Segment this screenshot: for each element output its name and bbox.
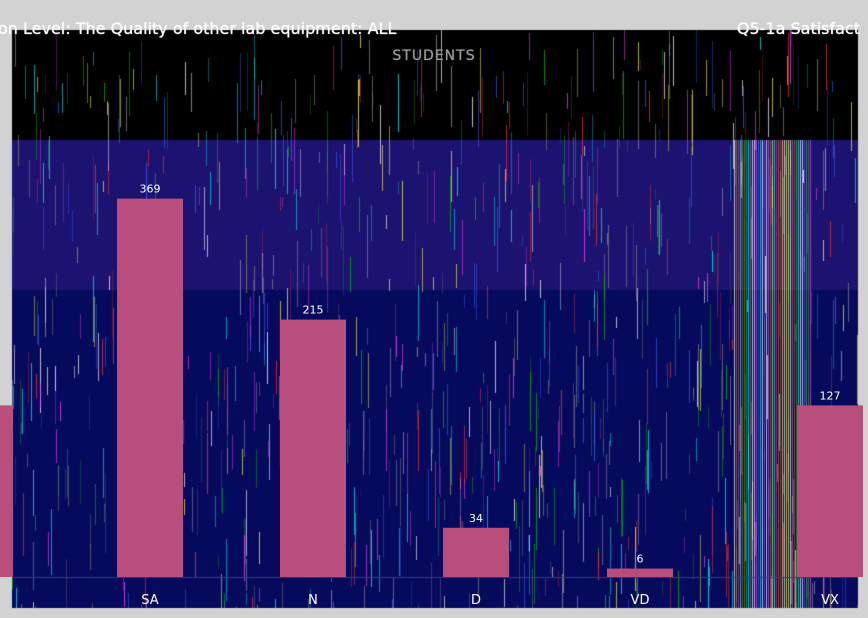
data-label-VD: 6	[637, 553, 644, 566]
x-tick-D: D	[471, 593, 481, 608]
data-label-SA: 369	[140, 183, 161, 196]
data-label-D: 34	[469, 512, 483, 525]
data-label-N: 215	[303, 304, 324, 317]
chart-title: on Level: The Quality of other lab equip…	[0, 18, 868, 40]
chart-title-text: on Level: The Quality of other lab equip…	[0, 19, 397, 38]
x-tick-VD: VD	[631, 593, 650, 608]
chart-title-right: Q5-1a Satisfact	[736, 19, 860, 38]
chart-subtitle: STUDENTS	[392, 48, 476, 64]
bar-D	[443, 527, 509, 577]
bar-VD	[607, 568, 673, 577]
bar-VX	[797, 405, 863, 577]
bar-N	[280, 319, 346, 577]
x-tick-SA: SA	[141, 593, 158, 608]
bar-SA	[117, 198, 183, 577]
x-tick-VX: VX	[821, 593, 839, 608]
x-tick-N: N	[308, 593, 318, 608]
bar-partial	[0, 405, 13, 577]
data-label-VX: 127	[820, 389, 841, 402]
